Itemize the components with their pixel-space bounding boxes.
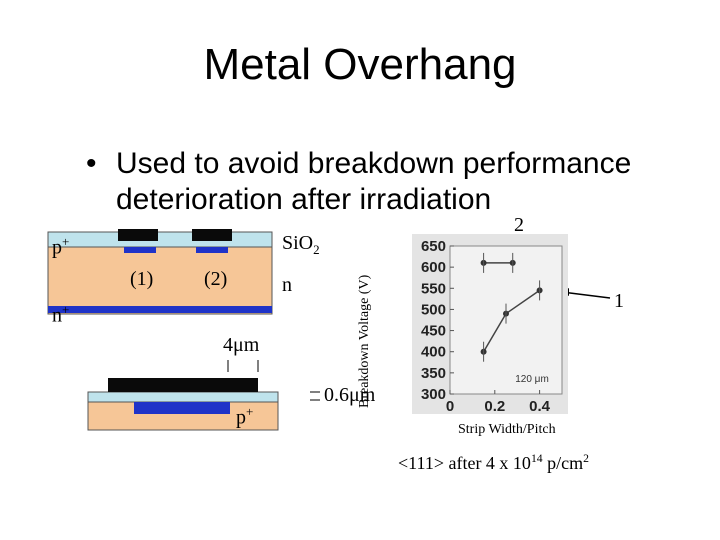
y-tick-label: 650 <box>421 238 446 255</box>
y-tick-label: 350 <box>421 365 446 382</box>
oxide-layer-bottom <box>87 391 279 403</box>
overhang-label: 0.6μm <box>324 384 376 406</box>
y-tick-label: 450 <box>421 323 446 340</box>
y-tick-label: 300 <box>421 386 446 403</box>
y-tick-label: 500 <box>421 301 446 318</box>
arrow-1 <box>561 291 611 299</box>
x-tick-label: 0 <box>446 398 454 414</box>
n-plus-backside <box>48 306 272 313</box>
implant-1 <box>124 247 156 253</box>
metal-contact-2 <box>192 229 232 241</box>
annotation-2: 2 <box>514 214 524 236</box>
inset-width-label: 120 μm <box>515 374 549 385</box>
chart-y-axis-label: Breakdown Voltage (V) <box>357 274 372 408</box>
slide-title: Metal Overhang <box>203 40 517 89</box>
bullet-text: Used to avoid breakdown performance dete… <box>116 147 632 216</box>
n-label: n <box>282 274 292 296</box>
breakdown-chart: 650 600 550 500 450 400 350 300 0 0.2 0.4 120 μm <box>412 234 568 415</box>
irradiation-caption: <111> after 4 x 1014 p/cm2 <box>398 452 589 473</box>
width-label: 4μm <box>223 334 260 356</box>
sio2-label: SiO2 <box>282 232 320 257</box>
implant-bottom <box>134 402 230 414</box>
p-plus-bottom-label: p+ <box>236 404 254 429</box>
oxide-layer-top <box>47 231 273 248</box>
metal-overhang <box>108 378 258 392</box>
strip-label-2: (2) <box>204 268 228 290</box>
p-plus-label: p+ <box>52 234 70 259</box>
chart-x-axis-label: Strip Width/Pitch <box>458 422 556 437</box>
bullet-dot-icon: • <box>86 147 97 180</box>
metal-contact-1 <box>118 229 158 241</box>
y-tick-label: 550 <box>421 280 446 297</box>
n-plus-label: n+ <box>52 302 70 327</box>
y-tick-label: 400 <box>421 344 446 361</box>
annotation-1: 1 <box>614 290 624 312</box>
y-tick-label: 600 <box>421 259 446 276</box>
x-tick-label: 0.2 <box>484 398 505 414</box>
strip-label-1: (1) <box>130 268 154 290</box>
x-tick-label: 0.4 <box>529 398 551 414</box>
implant-2 <box>196 247 228 253</box>
